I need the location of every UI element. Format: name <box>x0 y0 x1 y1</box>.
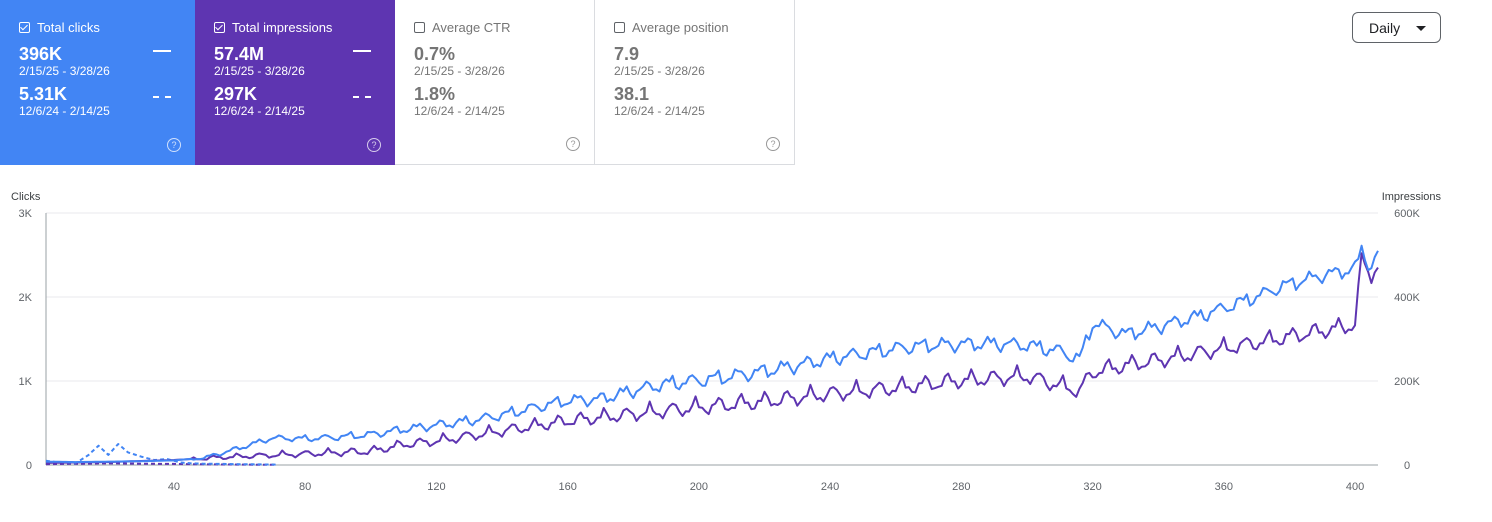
previous-range: 12/6/24 - 2/14/25 <box>614 104 705 118</box>
left-axis: 0 1K 2K 3K <box>19 208 33 472</box>
right-tick-label: 600K <box>1394 208 1420 220</box>
help-icon[interactable]: ? <box>766 137 780 151</box>
card-label: Total clicks <box>37 19 100 35</box>
right-tick-label: 400K <box>1394 292 1420 304</box>
right-tick-label: 0 <box>1404 460 1410 472</box>
card-label: Average CTR <box>432 19 511 35</box>
previous-value: 5.31K <box>19 84 68 104</box>
dashed-line-legend <box>353 96 371 98</box>
current-range: 2/15/25 - 3/28/26 <box>414 64 505 78</box>
average-ctr-card[interactable]: Average CTR 0.7% 2/15/25 - 3/28/26 1.8% … <box>395 0 595 165</box>
granularity-dropdown[interactable]: Daily <box>1352 12 1441 43</box>
current-range: 2/15/25 - 3/28/26 <box>614 64 705 78</box>
previous-range: 12/6/24 - 2/14/25 <box>214 104 305 118</box>
series-line-impressions <box>46 252 1379 464</box>
x-tick-label: 40 <box>168 481 180 493</box>
total-clicks-card[interactable]: Total clicks 396K 2/15/25 - 3/28/26 5.31… <box>0 0 195 165</box>
x-tick-label: 280 <box>952 481 970 493</box>
x-tick-label: 360 <box>1215 481 1233 493</box>
left-tick-label: 2K <box>19 292 33 304</box>
performance-chart: Clicks Impressions 0 1K 2K 3K 0 200K 400K 600K… <box>11 191 1442 493</box>
series-lines <box>45 244 1379 466</box>
card-label: Total impressions <box>232 19 333 35</box>
total-impressions-card[interactable]: Total impressions 57.4M 2/15/25 - 3/28/2… <box>195 0 395 165</box>
x-tick-label: 200 <box>690 481 708 493</box>
help-icon[interactable]: ? <box>367 138 381 152</box>
x-tick-label: 80 <box>299 481 311 493</box>
total-impressions-checkbox[interactable] <box>214 21 225 33</box>
right-axis: 0 200K 400K 600K <box>1394 208 1420 472</box>
left-axis-title: Clicks <box>11 191 41 203</box>
x-axis: 40 80 120 160 200 240 280 320 360 400 <box>168 481 1364 493</box>
x-tick-label: 320 <box>1083 481 1101 493</box>
previous-range: 12/6/24 - 2/14/25 <box>19 104 110 118</box>
metric-cards: Total clicks 396K 2/15/25 - 3/28/26 5.31… <box>0 0 795 165</box>
average-position-checkbox[interactable] <box>614 21 625 33</box>
card-label: Average position <box>632 19 729 35</box>
left-tick-label: 0 <box>26 460 32 472</box>
x-tick-label: 240 <box>821 481 839 493</box>
grid <box>45 212 1378 466</box>
x-tick-label: 400 <box>1346 481 1364 493</box>
solid-line-legend <box>153 50 171 52</box>
help-icon[interactable]: ? <box>566 137 580 151</box>
average-position-card[interactable]: Average position 7.9 2/15/25 - 3/28/26 3… <box>595 0 795 165</box>
average-ctr-checkbox[interactable] <box>414 21 425 33</box>
current-value: 396K <box>19 44 63 64</box>
previous-range: 12/6/24 - 2/14/25 <box>414 104 505 118</box>
series-line-clicks <box>45 244 1379 464</box>
x-tick-label: 160 <box>558 481 576 493</box>
current-range: 2/15/25 - 3/28/26 <box>19 64 110 78</box>
current-value: 57.4M <box>214 44 265 64</box>
current-value: 7.9 <box>614 44 640 64</box>
previous-value: 297K <box>214 84 258 104</box>
caret-down-icon <box>1416 26 1426 31</box>
previous-value: 38.1 <box>614 84 650 104</box>
previous-value: 1.8% <box>414 84 456 104</box>
total-clicks-checkbox[interactable] <box>19 21 30 33</box>
right-tick-label: 200K <box>1394 376 1420 388</box>
solid-line-legend <box>353 50 371 52</box>
x-tick-label: 120 <box>427 481 445 493</box>
right-axis-title: Impressions <box>1382 191 1442 203</box>
current-range: 2/15/25 - 3/28/26 <box>214 64 305 78</box>
help-icon[interactable]: ? <box>167 138 181 152</box>
granularity-selected: Daily <box>1369 19 1401 36</box>
current-value: 0.7% <box>414 44 456 64</box>
left-tick-label: 3K <box>19 208 33 220</box>
dashed-line-legend <box>153 96 171 98</box>
left-tick-label: 1K <box>19 376 33 388</box>
